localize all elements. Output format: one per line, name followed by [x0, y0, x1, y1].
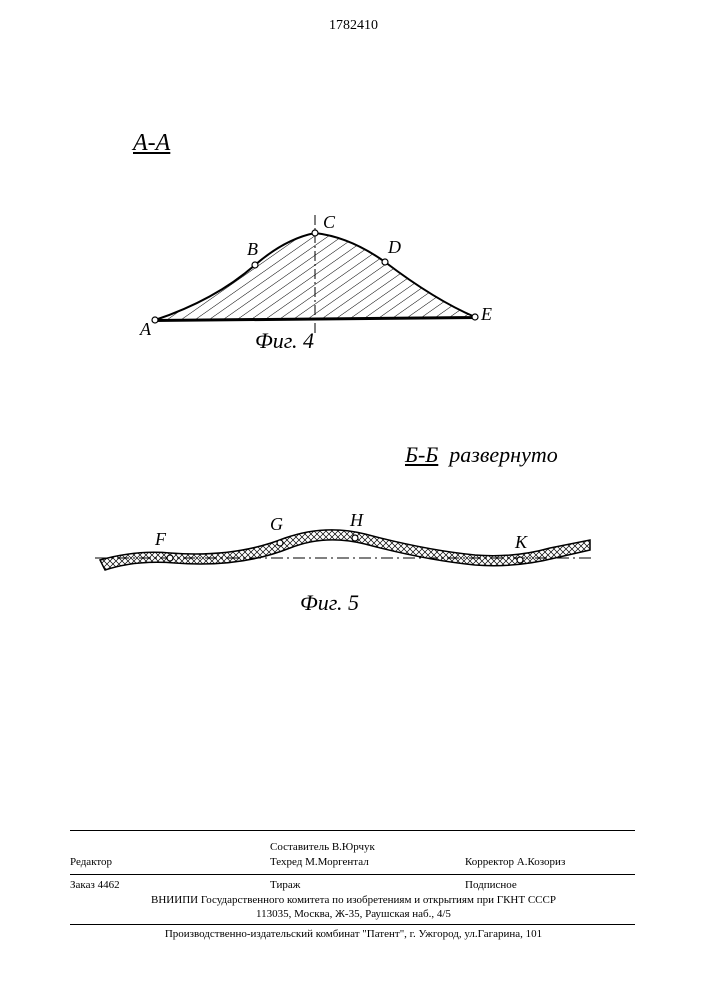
fig5-label-g: G: [270, 514, 283, 534]
section-label-aa: А-А: [133, 130, 170, 157]
fig4-label-e: E: [480, 304, 492, 324]
credits-block: Составитель В.Юрчук Редактор Техред М.Мо…: [70, 840, 637, 871]
figure-5: F G H K: [95, 510, 595, 590]
institute-line1: ВНИИПИ Государственного комитета по изоб…: [70, 893, 637, 907]
compiler-name: В.Юрчук: [332, 841, 375, 853]
printer-line: Производственно-издательский комбинат "П…: [70, 928, 637, 940]
page-number: 1782410: [0, 18, 707, 34]
tirazh-label: Тираж: [270, 879, 465, 891]
fig4-label-b: B: [247, 239, 258, 259]
techred-label: Техред: [270, 856, 302, 868]
techred-name: М.Моргентал: [305, 856, 369, 868]
editor-label: Редактор: [70, 855, 270, 870]
figure-4-caption: Фиг. 4: [255, 328, 314, 354]
divider-top: [70, 830, 635, 831]
order-label: Заказ: [70, 879, 95, 891]
divider-bot: [70, 924, 635, 925]
order-row: Заказ 4462 Тираж Подписное: [70, 879, 637, 891]
figure-4: A B C D E: [135, 215, 495, 345]
fig4-label-a: A: [139, 319, 152, 339]
institute-line2: 113035, Москва, Ж-35, Раушская наб., 4/5: [70, 907, 637, 921]
order-num: 4462: [98, 879, 120, 891]
divider-mid: [70, 874, 635, 875]
fig5-label-k: K: [514, 532, 528, 552]
subscription: Подписное: [465, 879, 517, 891]
corrector-label: Корректор: [465, 856, 514, 868]
institute-block: ВНИИПИ Государственного комитета по изоб…: [70, 893, 637, 922]
figure-5-caption: Фиг. 5: [300, 590, 359, 616]
section-bb-note: развернуто: [449, 442, 557, 467]
fig4-label-c: C: [323, 215, 336, 232]
section-bb-code: Б-Б: [405, 442, 438, 467]
section-label-bb: Б-Б развернуто: [405, 442, 558, 468]
fig5-label-f: F: [154, 529, 167, 549]
compiler-label: Составитель: [270, 841, 329, 853]
fig5-label-h: H: [349, 510, 364, 530]
corrector-name: А.Козориз: [517, 856, 566, 868]
fig4-label-d: D: [387, 237, 401, 257]
